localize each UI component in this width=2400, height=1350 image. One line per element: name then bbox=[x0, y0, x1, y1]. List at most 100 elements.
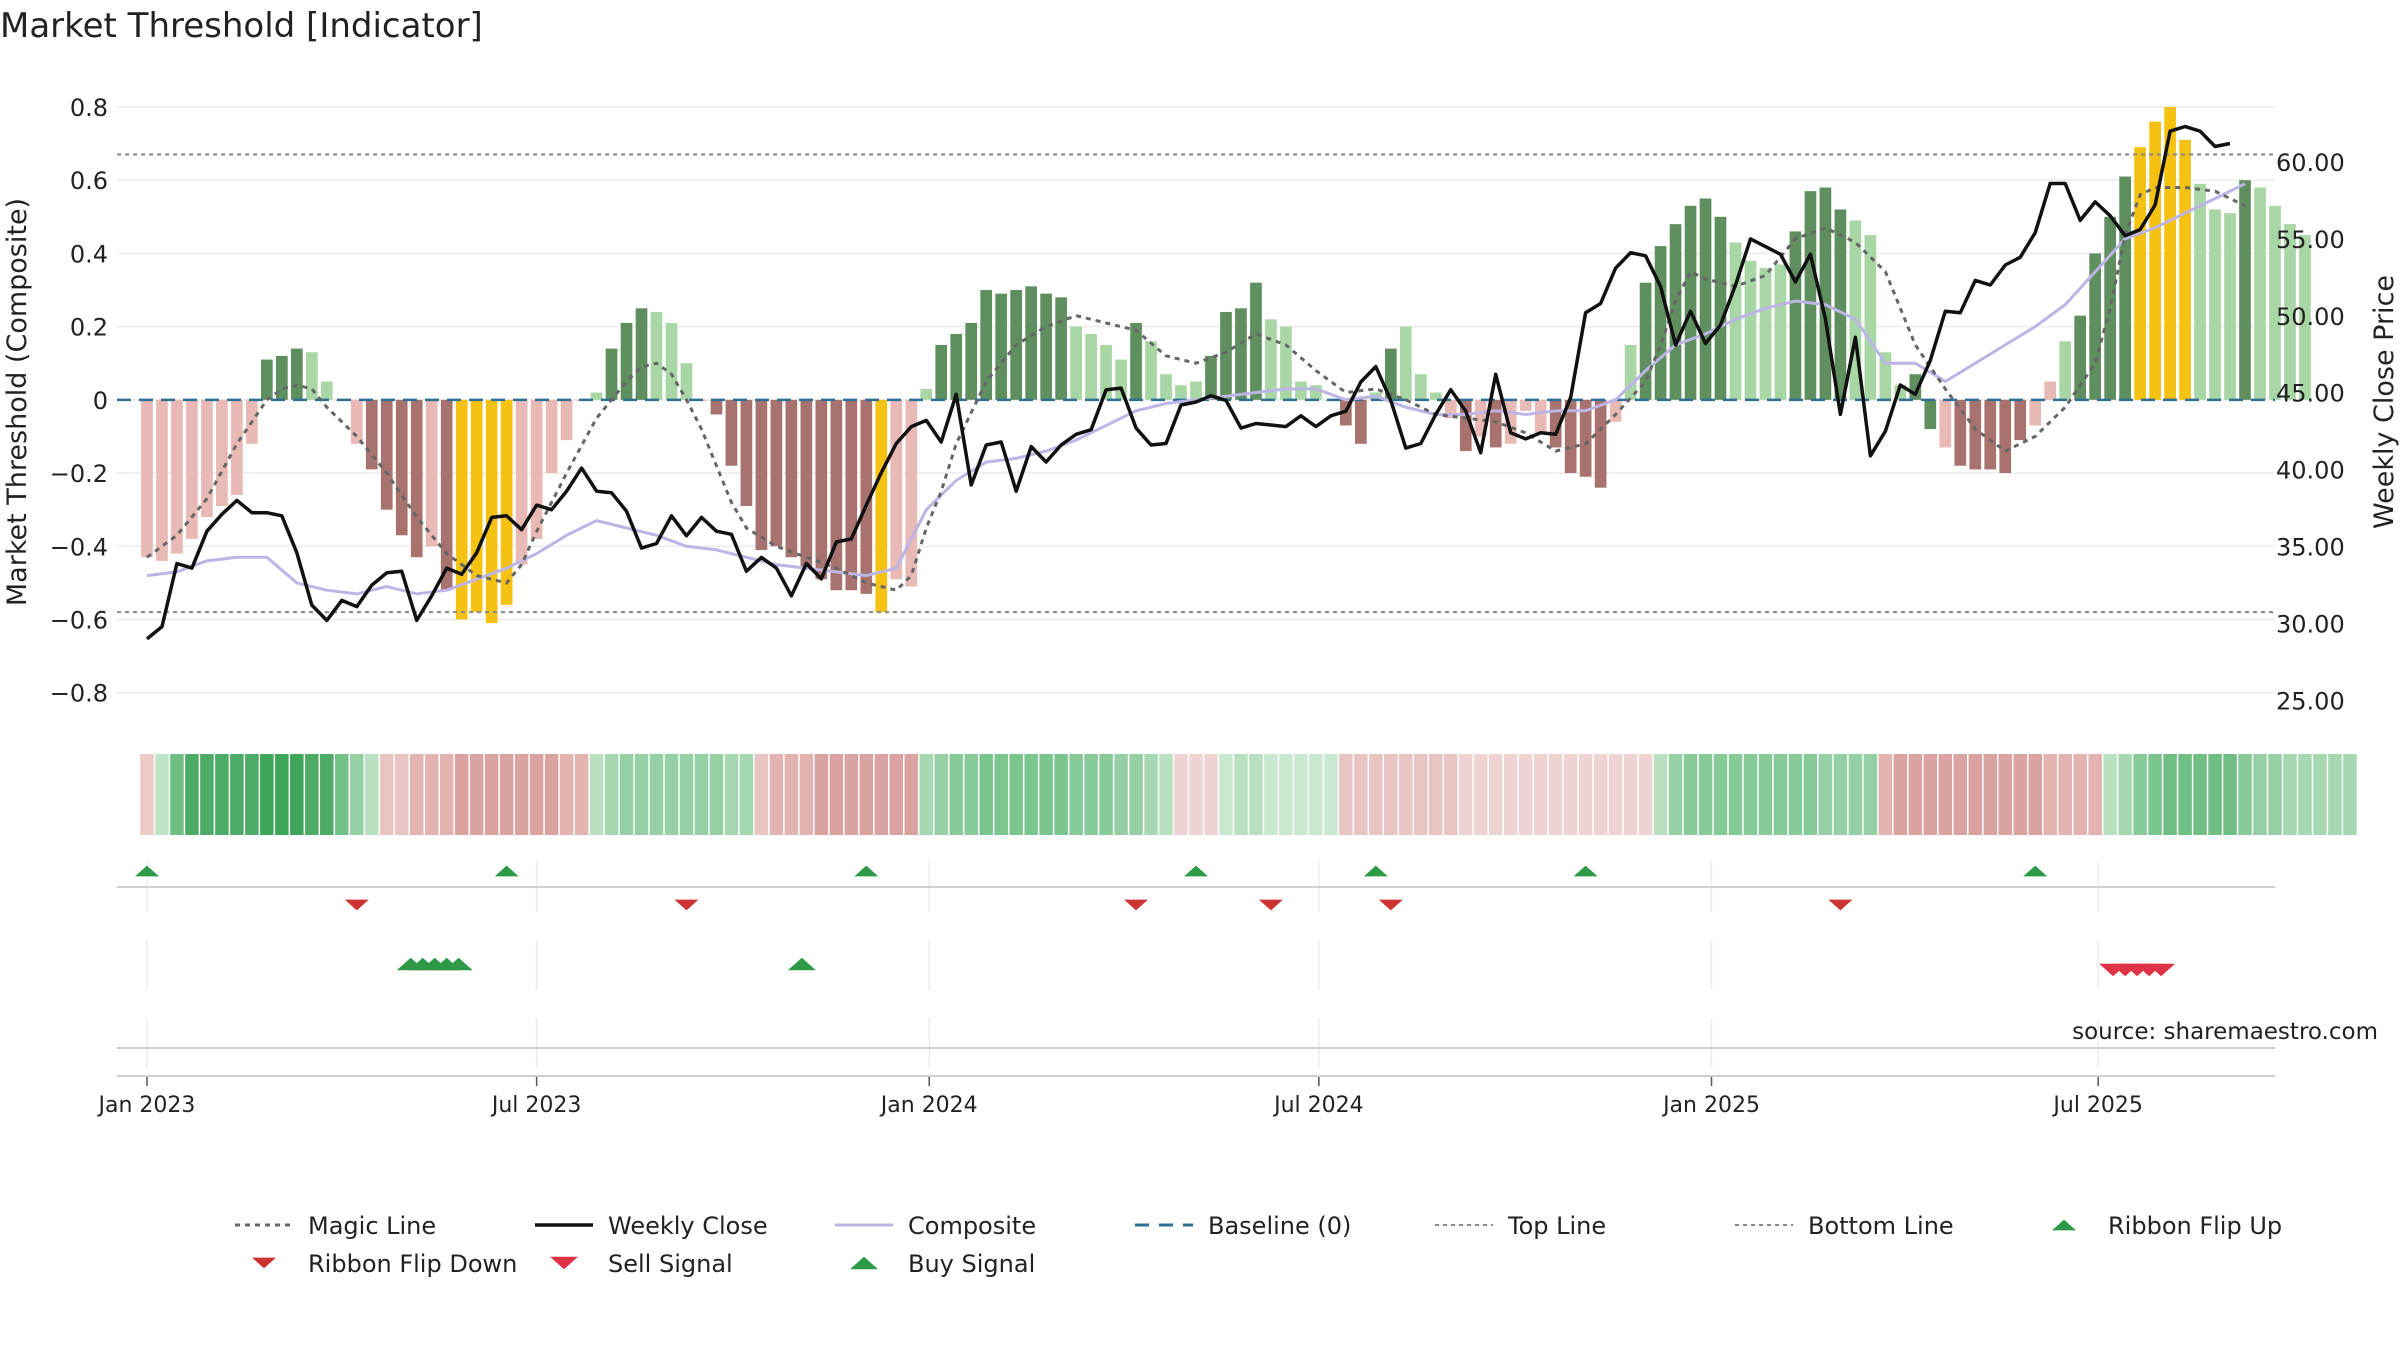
y-tick-left-label: −0.4 bbox=[50, 533, 108, 561]
composite-bar bbox=[620, 322, 633, 400]
composite-bar bbox=[1579, 399, 1592, 477]
ribbon-cell bbox=[2088, 754, 2102, 835]
y-axis-right-label: Weekly Close Price bbox=[2369, 275, 2400, 529]
composite-bar bbox=[2059, 341, 2072, 400]
ribbon-cell bbox=[1818, 754, 1833, 835]
legend-swatch bbox=[550, 1256, 578, 1270]
weekly-close-line bbox=[145, 124, 2231, 641]
ribbon-cell bbox=[1444, 754, 1458, 835]
composite-bar bbox=[290, 348, 303, 400]
x-tick-label: Jan 2024 bbox=[879, 1093, 978, 1118]
composite-bar bbox=[1774, 264, 1787, 400]
ribbon-flip-up-marker bbox=[494, 865, 519, 877]
ribbon-cell bbox=[2283, 754, 2297, 835]
composite-bar bbox=[2164, 106, 2176, 400]
composite-bar bbox=[2179, 139, 2191, 400]
ribbon-cell bbox=[1414, 754, 1428, 835]
composite-bar bbox=[1654, 246, 1667, 400]
ribbon-cell bbox=[1024, 754, 1038, 835]
ribbon-cell bbox=[1099, 754, 1113, 835]
y-tick-right-label: 25.00 bbox=[2276, 687, 2345, 715]
ribbon-cell bbox=[1129, 754, 1143, 835]
composite-bar bbox=[875, 399, 888, 613]
composite-bar bbox=[1474, 399, 1487, 437]
legend-label: Baseline (0) bbox=[1208, 1212, 1351, 1240]
ribbon-cell bbox=[619, 754, 634, 835]
ribbon-cell bbox=[1548, 754, 1563, 835]
composite-bar bbox=[605, 348, 618, 400]
composite-bar bbox=[2089, 253, 2102, 400]
ribbon-cell bbox=[1339, 754, 1353, 835]
legend-item-top: Top Line bbox=[1435, 1212, 1606, 1240]
ribbon-cell bbox=[1159, 754, 1173, 835]
y-tick-right-label: 55.00 bbox=[2276, 226, 2345, 254]
composite-bar bbox=[740, 399, 753, 507]
composite-bar bbox=[1594, 399, 1607, 488]
composite-bar bbox=[1564, 399, 1577, 474]
composite-bar bbox=[425, 399, 438, 547]
ribbon-cell bbox=[994, 754, 1008, 835]
buy-signal-marker bbox=[787, 957, 816, 971]
y-axis-left-label: Market Threshold (Composite) bbox=[2, 198, 33, 606]
composite-bar bbox=[1355, 399, 1367, 444]
x-tick-label: Jan 2023 bbox=[97, 1093, 196, 1118]
composite-bar bbox=[1909, 374, 1922, 400]
ribbon-cell bbox=[1773, 754, 1788, 835]
ribbon-flip-up-marker bbox=[854, 865, 879, 877]
ribbon-cell bbox=[769, 754, 784, 835]
ribbon-cell bbox=[1174, 754, 1188, 835]
composite-bar bbox=[1924, 399, 1937, 430]
ribbon-cell bbox=[2133, 754, 2147, 835]
y-tick-left-label: 0 bbox=[93, 387, 108, 415]
composite-bar bbox=[635, 308, 648, 400]
composite-bar bbox=[1969, 399, 1982, 470]
composite-bar bbox=[261, 359, 273, 400]
composite-bar bbox=[1804, 191, 1817, 400]
composite-bar bbox=[1549, 399, 1562, 448]
composite-bar bbox=[201, 399, 213, 517]
ribbon-cell bbox=[499, 754, 514, 835]
ribbon-cell bbox=[1114, 754, 1128, 835]
y-tick-left-label: −0.2 bbox=[50, 460, 108, 488]
ribbon-cell bbox=[1384, 754, 1398, 835]
ribbon-cell bbox=[170, 754, 184, 835]
composite-bar bbox=[1624, 344, 1637, 400]
ribbon-cell bbox=[1593, 754, 1608, 835]
ribbon-cell bbox=[2043, 754, 2057, 835]
ribbon-cell bbox=[1039, 754, 1053, 835]
composite-bar bbox=[1669, 224, 1682, 400]
ribbon-strip bbox=[140, 754, 2357, 835]
ribbon-cell bbox=[1983, 754, 1998, 835]
ribbon-cell bbox=[1803, 754, 1818, 835]
composite-bar bbox=[1399, 326, 1412, 400]
ribbon-cell bbox=[559, 754, 574, 835]
ribbon-cell bbox=[1294, 754, 1308, 835]
ribbon-cell bbox=[694, 754, 709, 835]
legend-swatch bbox=[2052, 1219, 2076, 1231]
ribbon-cell bbox=[290, 754, 304, 835]
composite-bar bbox=[1414, 374, 1427, 400]
y-tick-right-label: 35.00 bbox=[2276, 534, 2345, 562]
composite-bar bbox=[2119, 176, 2131, 400]
composite-bar bbox=[141, 399, 153, 558]
ribbon-cell bbox=[2103, 754, 2117, 835]
composite-bar bbox=[1429, 392, 1442, 400]
ribbon-cell bbox=[634, 754, 649, 835]
composite-bar bbox=[1714, 216, 1727, 400]
ribbon-cell bbox=[1563, 754, 1578, 835]
composite-bar bbox=[995, 293, 1008, 400]
ribbon-cell bbox=[589, 754, 604, 835]
ribbon-cell bbox=[1518, 754, 1533, 835]
ribbon-cell bbox=[275, 754, 289, 835]
ribbon-cell bbox=[454, 754, 469, 835]
ribbon-cell bbox=[2238, 754, 2252, 835]
composite-bar bbox=[2239, 180, 2251, 400]
ribbon-cell bbox=[1503, 754, 1518, 835]
composite-bar bbox=[1849, 220, 1862, 400]
magic-line bbox=[146, 186, 2246, 592]
ribbon-cell bbox=[679, 754, 694, 835]
composite-bar bbox=[965, 322, 978, 400]
composite-bar bbox=[470, 399, 483, 613]
ribbon-cell bbox=[1249, 754, 1263, 835]
ribbon-cell bbox=[185, 754, 199, 835]
